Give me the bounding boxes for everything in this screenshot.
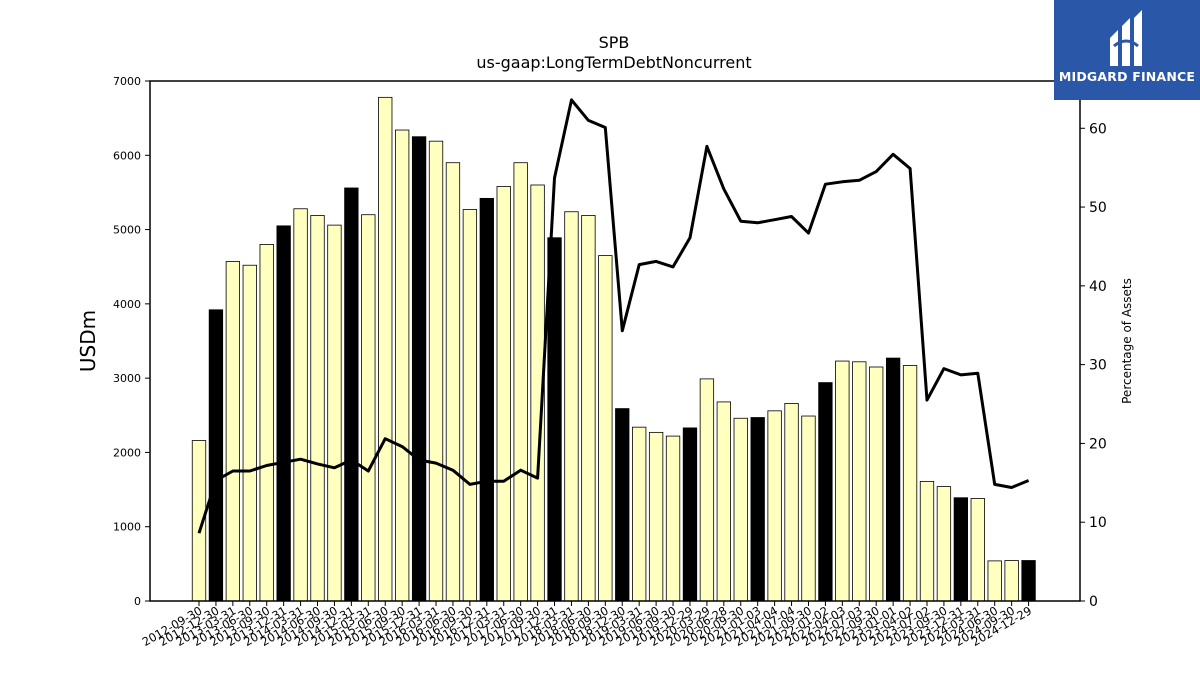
midgard-logo-icon bbox=[1110, 10, 1142, 66]
bar-2015-06-30 bbox=[378, 96, 393, 602]
bars-layer bbox=[191, 96, 1036, 602]
chart-subtitle: us-gaap:LongTermDebtNoncurrent bbox=[476, 53, 751, 72]
bar-2014-06-30 bbox=[310, 215, 325, 602]
bar-2018-03-31 bbox=[564, 211, 579, 602]
y-tick-label: 4000 bbox=[113, 298, 141, 311]
bar-2023-01-01 bbox=[885, 357, 901, 602]
y-right-tick-label: 10 bbox=[1089, 515, 1107, 531]
plot-frame bbox=[149, 80, 1081, 602]
bar-2018-06-30 bbox=[581, 215, 596, 602]
bar-2013-03-31 bbox=[225, 261, 241, 602]
bar-2020-09-30 bbox=[733, 417, 748, 602]
bar-2018-09-30 bbox=[598, 255, 613, 602]
bar-2014-09-30 bbox=[327, 224, 342, 602]
bar-2022-07-03 bbox=[852, 361, 867, 602]
bar-2023-12-31 bbox=[953, 497, 968, 602]
bar-2016-09-30 bbox=[462, 209, 478, 602]
brand-name: MIDGARD FINANCE bbox=[1058, 69, 1196, 84]
bar-2013-12-31 bbox=[276, 225, 291, 602]
y-tick-label: 1000 bbox=[113, 521, 141, 534]
y-axis-label: USDm bbox=[76, 310, 100, 372]
bar-2013-09-30 bbox=[259, 244, 274, 602]
bar-2019-03-31 bbox=[632, 426, 647, 602]
right-axis: 0 10 20 30 40 50 60 bbox=[1080, 121, 1107, 610]
brand-logo: MIDGARD FINANCE bbox=[1054, 0, 1200, 100]
bar-2021-01-03 bbox=[750, 417, 765, 602]
bar-2017-03-31 bbox=[496, 186, 511, 602]
y-tick-label: 7000 bbox=[113, 75, 141, 88]
bar-2024-12-29 bbox=[1021, 560, 1036, 602]
y-tick-label: 0 bbox=[134, 595, 141, 608]
bar-2021-09-30 bbox=[801, 415, 816, 602]
bar-2024-03-31 bbox=[970, 498, 985, 602]
bar-2024-06-30 bbox=[987, 560, 1002, 602]
y-right-tick-label: 50 bbox=[1089, 200, 1107, 216]
x-axis: 2012-09-302012-12-302013-03-312013-06-30… bbox=[140, 601, 1034, 649]
bar-2014-12-31 bbox=[344, 187, 359, 602]
bar-2015-12-31 bbox=[411, 136, 427, 602]
y-right-tick-label: 20 bbox=[1089, 436, 1107, 452]
bar-2023-09-30 bbox=[936, 486, 952, 602]
bar-2020-06-28 bbox=[716, 401, 731, 602]
bar-2012-12-30 bbox=[208, 309, 224, 602]
bar-2021-07-04 bbox=[784, 402, 799, 602]
y-right-tick-label: 60 bbox=[1089, 121, 1107, 137]
y-right-tick-label: 0 bbox=[1089, 594, 1098, 610]
bar-2015-03-31 bbox=[361, 214, 376, 602]
bar-2021-04-04 bbox=[767, 410, 782, 602]
bar-2022-04-03 bbox=[835, 360, 850, 602]
bar-2019-12-29 bbox=[682, 427, 698, 602]
left-axis: 0 1000 2000 3000 4000 5000 6000 7000 bbox=[113, 75, 150, 608]
bar-2022-09-30 bbox=[869, 366, 884, 602]
bar-2015-09-30 bbox=[395, 129, 410, 602]
y-tick-label: 2000 bbox=[113, 446, 141, 459]
bar-2023-04-02 bbox=[902, 365, 918, 602]
y-right-tick-label: 30 bbox=[1089, 358, 1107, 374]
y-tick-label: 6000 bbox=[113, 149, 141, 162]
bar-2023-07-02 bbox=[919, 480, 935, 602]
bar-2016-12-31 bbox=[479, 197, 494, 602]
bar-2016-06-30 bbox=[445, 162, 461, 602]
bar-2020-03-29 bbox=[699, 378, 715, 602]
percentage-of-assets-line bbox=[197, 98, 1030, 534]
bar-2014-03-31 bbox=[293, 208, 308, 602]
bar-2017-06-30 bbox=[513, 162, 528, 602]
bar-2017-12-31 bbox=[547, 237, 562, 602]
bar-2019-09-30 bbox=[665, 435, 681, 602]
bar-2022-01-02 bbox=[818, 382, 833, 602]
bar-2019-06-30 bbox=[648, 431, 664, 602]
bar-2013-06-30 bbox=[242, 264, 257, 602]
chart-title: SPB bbox=[599, 33, 630, 52]
bar-2016-03-31 bbox=[428, 140, 444, 602]
y-tick-label: 5000 bbox=[113, 224, 141, 237]
y-right-tick-label: 40 bbox=[1089, 279, 1107, 295]
bar-2018-12-30 bbox=[615, 408, 630, 602]
bar-2024-09-30 bbox=[1004, 560, 1019, 602]
y-axis-label-right: Percentage of Assets bbox=[1120, 278, 1134, 404]
y-tick-label: 3000 bbox=[113, 372, 141, 385]
